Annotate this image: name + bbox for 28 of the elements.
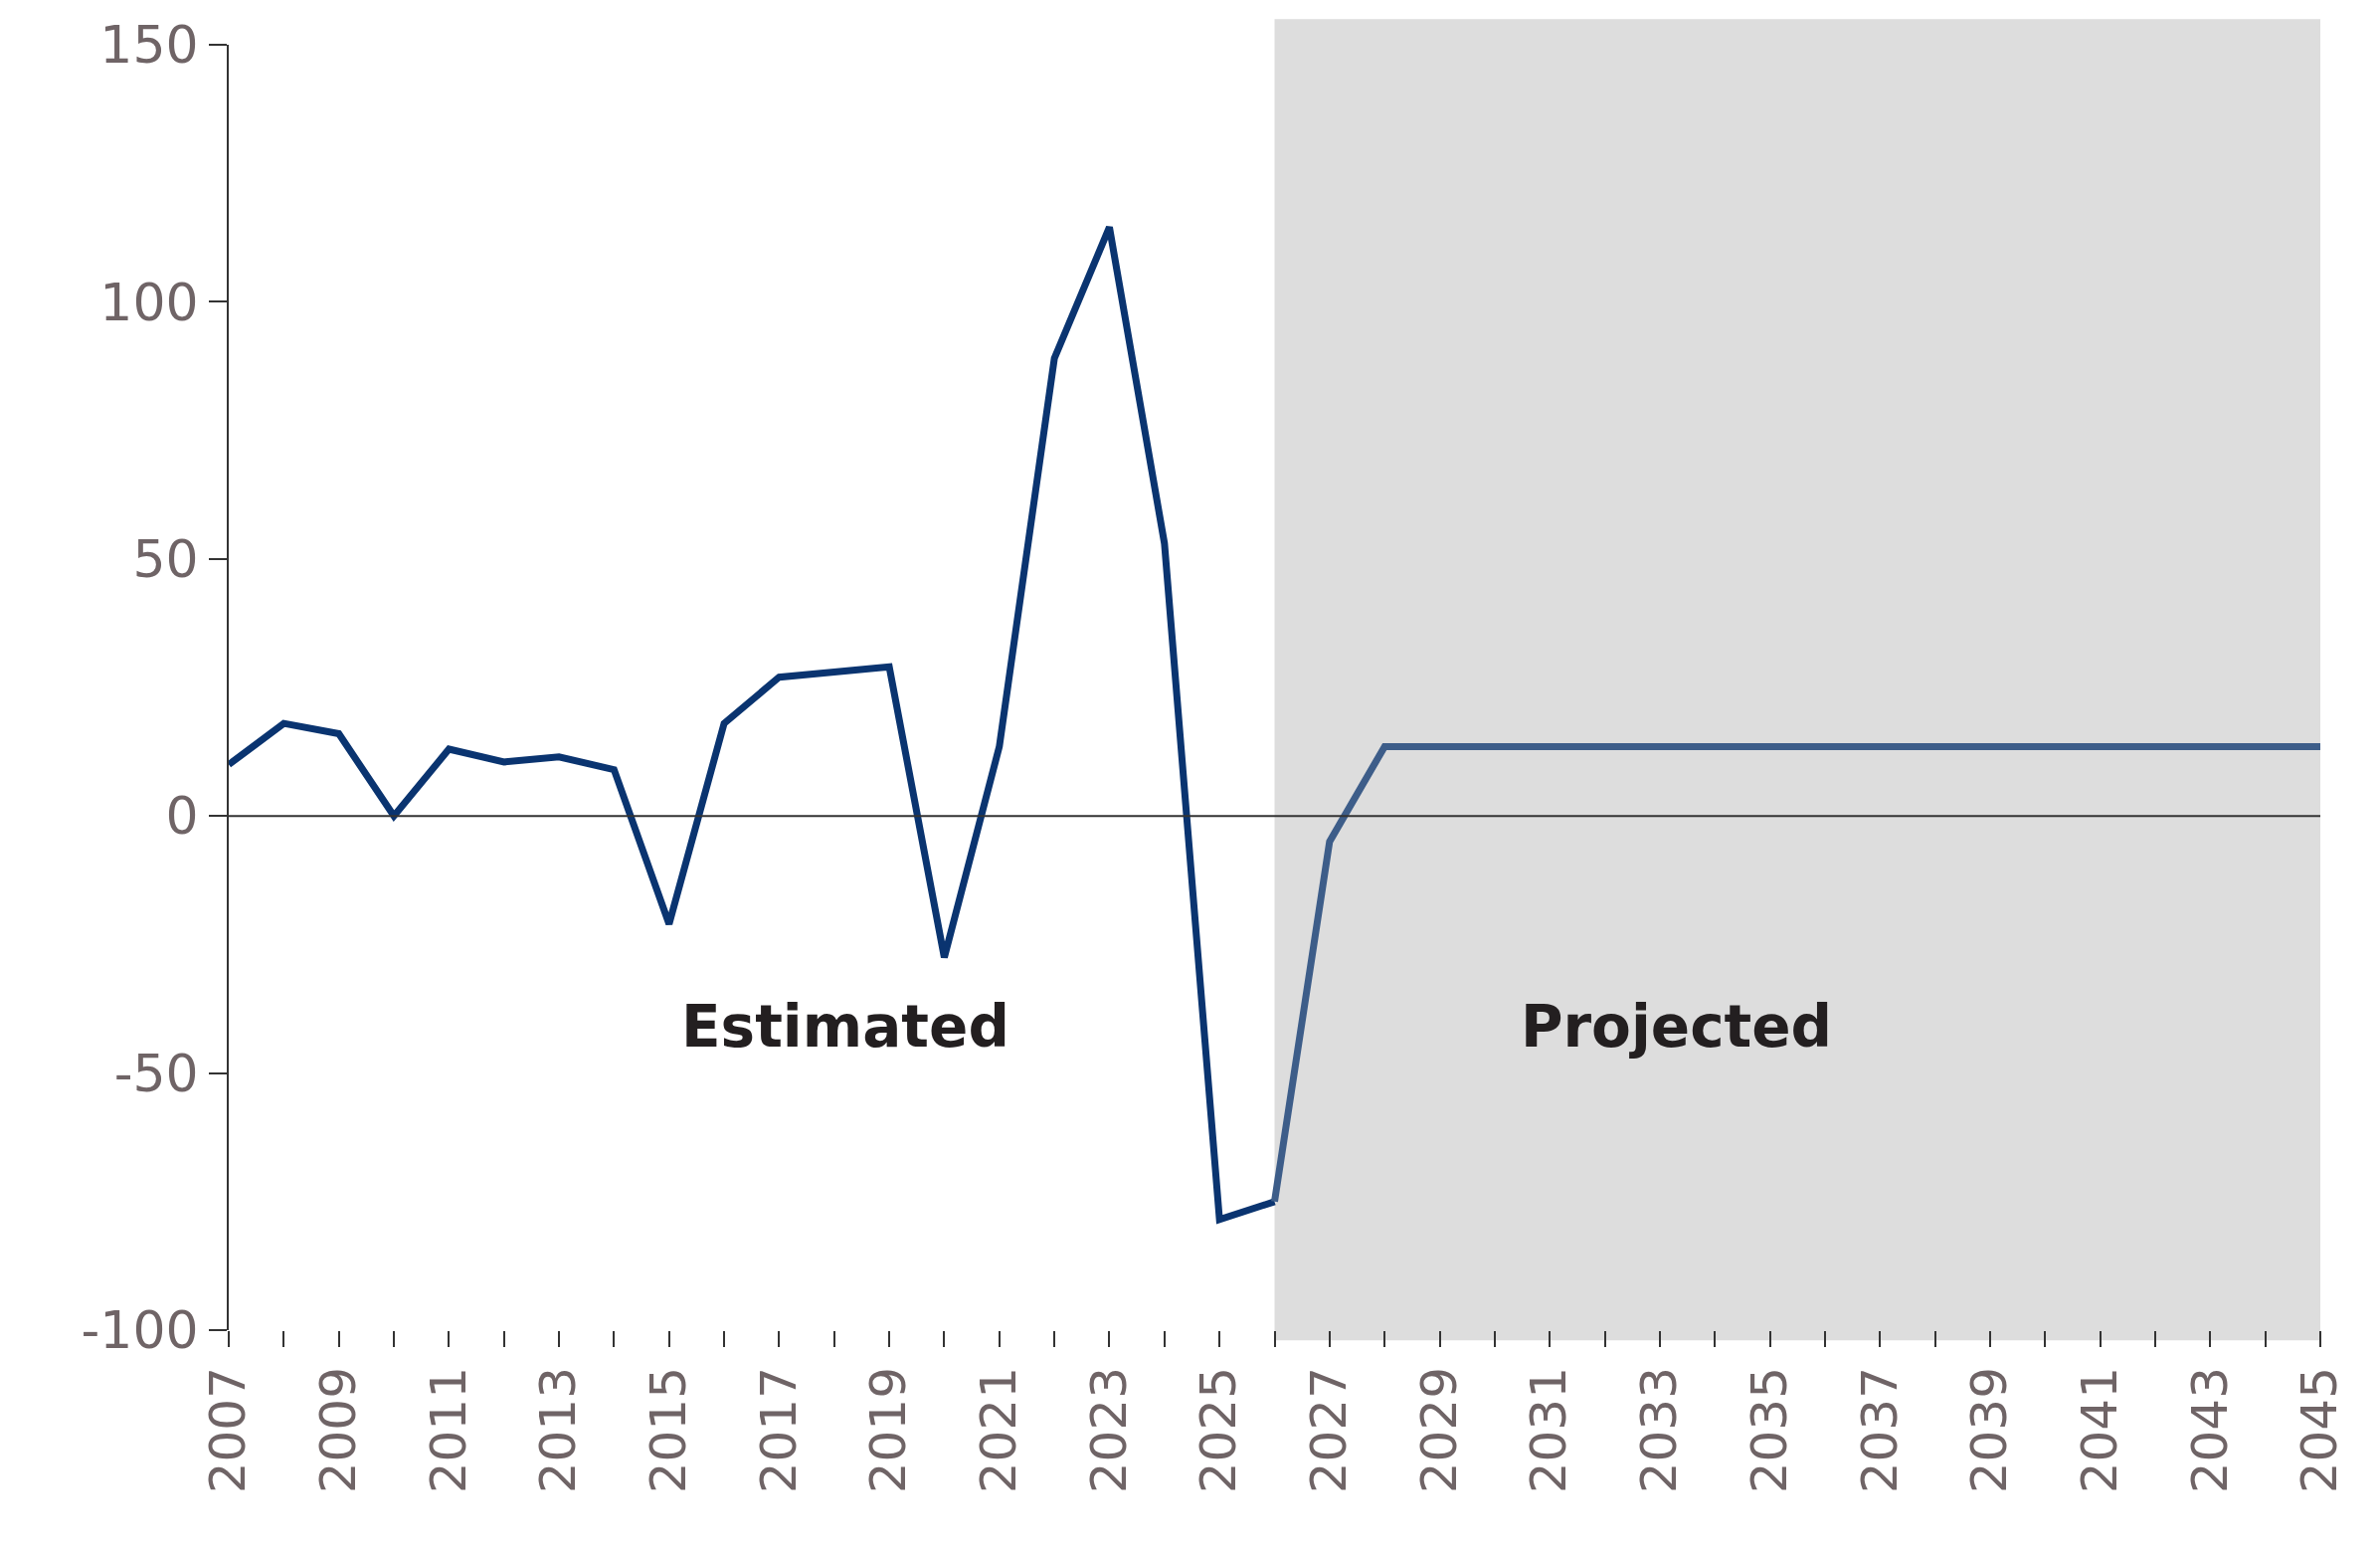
y-tick-label: -50 — [113, 1043, 199, 1103]
x-tick-label: 2007 — [199, 1367, 258, 1494]
x-tick-label: 2011 — [419, 1367, 477, 1494]
x-tick-label: 2041 — [2070, 1367, 2128, 1494]
y-tick-label: 50 — [132, 529, 199, 589]
x-tick-label: 2031 — [1520, 1367, 1578, 1494]
x-tick-label: 2017 — [749, 1367, 808, 1494]
x-tick-label: 2023 — [1079, 1367, 1138, 1494]
x-tick-label: 2045 — [2290, 1367, 2349, 1494]
x-tick-label: 2015 — [639, 1367, 697, 1494]
x-tick-label: 2037 — [1850, 1367, 1909, 1494]
x-tick-label: 2025 — [1190, 1367, 1248, 1494]
y-tick-label: 0 — [165, 786, 199, 847]
x-tick-label: 2039 — [1960, 1367, 2019, 1494]
annotation: Projected — [1521, 993, 1833, 1061]
x-tick-label: 2029 — [1409, 1367, 1468, 1494]
y-tick-label: 100 — [99, 272, 199, 332]
y-tick-label: 150 — [99, 15, 199, 76]
x-tick-label: 2027 — [1300, 1367, 1359, 1494]
y-tick-label: -100 — [81, 1300, 199, 1361]
x-tick-label: 2033 — [1630, 1367, 1689, 1494]
x-tick-label: 2035 — [1739, 1367, 1798, 1494]
annotation: Estimated — [681, 993, 1009, 1061]
x-tick-label: 2021 — [970, 1367, 1028, 1494]
x-tick-label: 2009 — [308, 1367, 367, 1494]
x-tick-label: 2043 — [2180, 1367, 2239, 1494]
x-tick-label: 2013 — [529, 1367, 588, 1494]
x-tick-label: 2019 — [859, 1367, 918, 1494]
